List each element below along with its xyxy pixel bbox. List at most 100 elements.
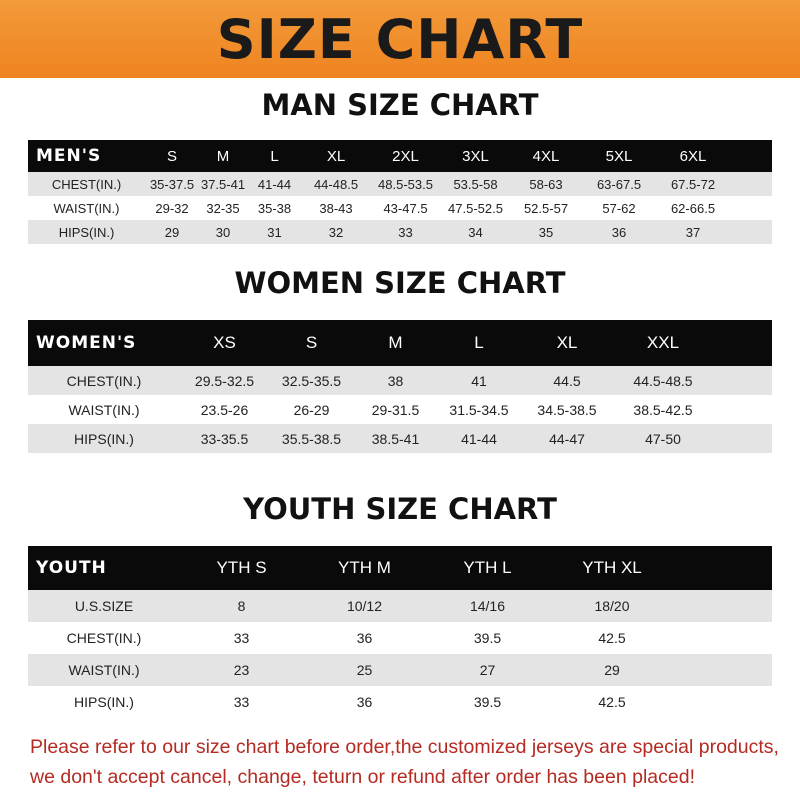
measurement-cell: 35.5-38.5 xyxy=(281,430,342,447)
header-label: WOMEN'S xyxy=(36,333,137,353)
youth-size-table: YOUTH YTH S YTH M YTH L YTH XL U.S.SIZE 8 10/12… xyxy=(28,546,772,718)
measurement-cell: 31.5-34.5 xyxy=(449,401,509,418)
measurement-cell: 32-35 xyxy=(206,200,240,216)
measurement-cell: 42.5 xyxy=(598,630,626,646)
size-header: S xyxy=(166,147,177,165)
measurement-cell: 38.5-42.5 xyxy=(633,401,693,418)
women-size-table: WOMEN'S XS S M L XL XXL CHEST(IN.) 29.5-32.5 32.5… xyxy=(28,320,772,453)
header-label: YOUTH xyxy=(36,558,107,578)
measurement-cell: 33 xyxy=(233,694,250,710)
table-header-row: WOMEN'S XS S M L XL XXL xyxy=(28,320,772,366)
measurement-cell: 8 xyxy=(237,598,246,614)
measurement-cell: 33 xyxy=(398,224,413,240)
measurement-cell: 44-48.5 xyxy=(313,176,359,192)
measurement-cell: 48.5-53.5 xyxy=(378,176,433,192)
table-row: WAIST(IN.) 23 25 27 29 xyxy=(28,654,772,686)
measurement-cell: 14/16 xyxy=(469,598,506,614)
row-label: CHEST(IN.) xyxy=(66,372,142,389)
men-size-table: MEN'S S M L XL 2XL 3XL 4XL 5XL 6XL CHEST(IN.) 35-37… xyxy=(28,140,772,244)
measurement-cell: 41-44 xyxy=(257,176,292,192)
row-label: CHEST(IN.) xyxy=(66,630,142,646)
size-header: 3XL xyxy=(462,147,489,165)
table-row: CHEST(IN.) 29.5-32.5 32.5-35.5 38 41 44.5 44.5… xyxy=(28,366,772,395)
measurement-cell: 29-31.5 xyxy=(371,401,420,418)
measurement-cell: 41 xyxy=(471,372,487,389)
row-label: U.S.SIZE xyxy=(74,598,134,614)
measurement-cell: 31 xyxy=(267,224,282,240)
row-label: WAIST(IN.) xyxy=(68,662,140,678)
row-label: HIPS(IN.) xyxy=(74,430,134,447)
youth-section-title: YOUTH SIZE CHART xyxy=(243,492,557,526)
measurement-cell: 23 xyxy=(233,662,250,678)
measurement-cell: 38-43 xyxy=(319,200,353,216)
measurement-cell: 62-66.5 xyxy=(670,200,716,216)
measurement-cell: 52.5-57 xyxy=(523,200,569,216)
row-label: HIPS(IN.) xyxy=(58,224,115,240)
size-header: S xyxy=(305,333,318,352)
measurement-cell: 42.5 xyxy=(598,694,626,710)
measurement-cell: 41-44 xyxy=(461,430,497,447)
measurement-cell: 33-35.5 xyxy=(200,430,249,447)
notice-line: we don't accept cancel, change, teturn o… xyxy=(30,766,695,788)
measurement-cell: 57-62 xyxy=(602,200,636,216)
size-header: 2XL xyxy=(392,147,419,165)
women-section-title: WOMEN SIZE CHART xyxy=(234,266,566,300)
measurement-cell: 34.5-38.5 xyxy=(537,401,597,418)
size-header: XL xyxy=(326,147,346,165)
table-row: WAIST(IN.) 23.5-26 26-29 29-31.5 31.5-34.5 34… xyxy=(28,395,772,424)
size-header: YTH L xyxy=(463,558,512,577)
measurement-cell: 43-47.5 xyxy=(383,200,428,216)
measurement-cell: 38.5-41 xyxy=(371,430,420,447)
table-header-row: MEN'S S M L XL 2XL 3XL 4XL 5XL 6XL xyxy=(28,140,772,172)
row-label: HIPS(IN.) xyxy=(74,694,134,710)
measurement-cell: 39.5 xyxy=(473,630,502,646)
measurement-cell: 37 xyxy=(685,224,701,240)
measurement-cell: 34 xyxy=(468,224,483,240)
measurement-cell: 37.5-41 xyxy=(200,176,246,192)
table-row: CHEST(IN.) 33 36 39.5 42.5 xyxy=(28,622,772,654)
measurement-cell: 47.5-52.5 xyxy=(448,200,503,216)
header-label: MEN'S xyxy=(36,146,102,166)
page-title: SIZE CHART xyxy=(216,7,584,71)
table-row: HIPS(IN.) 29 30 31 32 33 34 35 36 37 xyxy=(28,220,772,244)
measurement-cell: 26-29 xyxy=(293,401,330,418)
size-header: M xyxy=(388,333,403,352)
measurement-cell: 44.5-48.5 xyxy=(633,372,693,389)
notice-line: Please refer to our size chart before or… xyxy=(30,736,779,758)
title-banner: SIZE CHART xyxy=(0,0,800,78)
size-header: 6XL xyxy=(679,147,707,165)
measurement-cell: 58-63 xyxy=(529,176,563,192)
measurement-cell: 18/20 xyxy=(594,598,630,614)
size-header: L xyxy=(474,333,484,352)
measurement-cell: 25 xyxy=(356,662,373,678)
measurement-cell: 38 xyxy=(387,372,404,389)
measurement-cell: 53.5-58 xyxy=(453,176,498,192)
table-row: CHEST(IN.) 35-37.5 37.5-41 41-44 44-48.5 48.5… xyxy=(28,172,772,196)
measurement-cell: 36 xyxy=(356,694,373,710)
size-header: 5XL xyxy=(605,147,633,165)
measurement-cell: 10/12 xyxy=(346,598,383,614)
row-label: WAIST(IN.) xyxy=(53,200,120,216)
measurement-cell: 30 xyxy=(215,224,231,240)
size-header: YTH XL xyxy=(582,558,642,577)
measurement-cell: 67.5-72 xyxy=(670,176,716,192)
table-row: WAIST(IN.) 29-32 32-35 35-38 38-43 43-47.5 47.… xyxy=(28,196,772,220)
measurement-cell: 44.5 xyxy=(553,372,581,389)
measurement-cell: 35 xyxy=(538,224,554,240)
size-header: M xyxy=(216,147,230,165)
measurement-cell: 29 xyxy=(604,662,620,678)
measurement-cell: 32.5-35.5 xyxy=(281,372,342,389)
measurement-cell: 32 xyxy=(328,224,344,240)
row-label: WAIST(IN.) xyxy=(68,401,140,418)
table-row: U.S.SIZE 8 10/12 14/16 18/20 xyxy=(28,590,772,622)
table-row: HIPS(IN.) 33 36 39.5 42.5 xyxy=(28,686,772,718)
size-header: L xyxy=(270,147,279,165)
measurement-cell: 27 xyxy=(479,662,496,678)
row-label: CHEST(IN.) xyxy=(51,176,122,192)
size-header: XXL xyxy=(646,333,680,352)
men-section-title: MAN SIZE CHART xyxy=(261,88,539,122)
measurement-cell: 35-37.5 xyxy=(149,176,195,192)
table-header-row: YOUTH YTH S YTH M YTH L YTH XL xyxy=(28,546,772,590)
size-header: 4XL xyxy=(532,147,560,165)
measurement-cell: 39.5 xyxy=(473,694,502,710)
